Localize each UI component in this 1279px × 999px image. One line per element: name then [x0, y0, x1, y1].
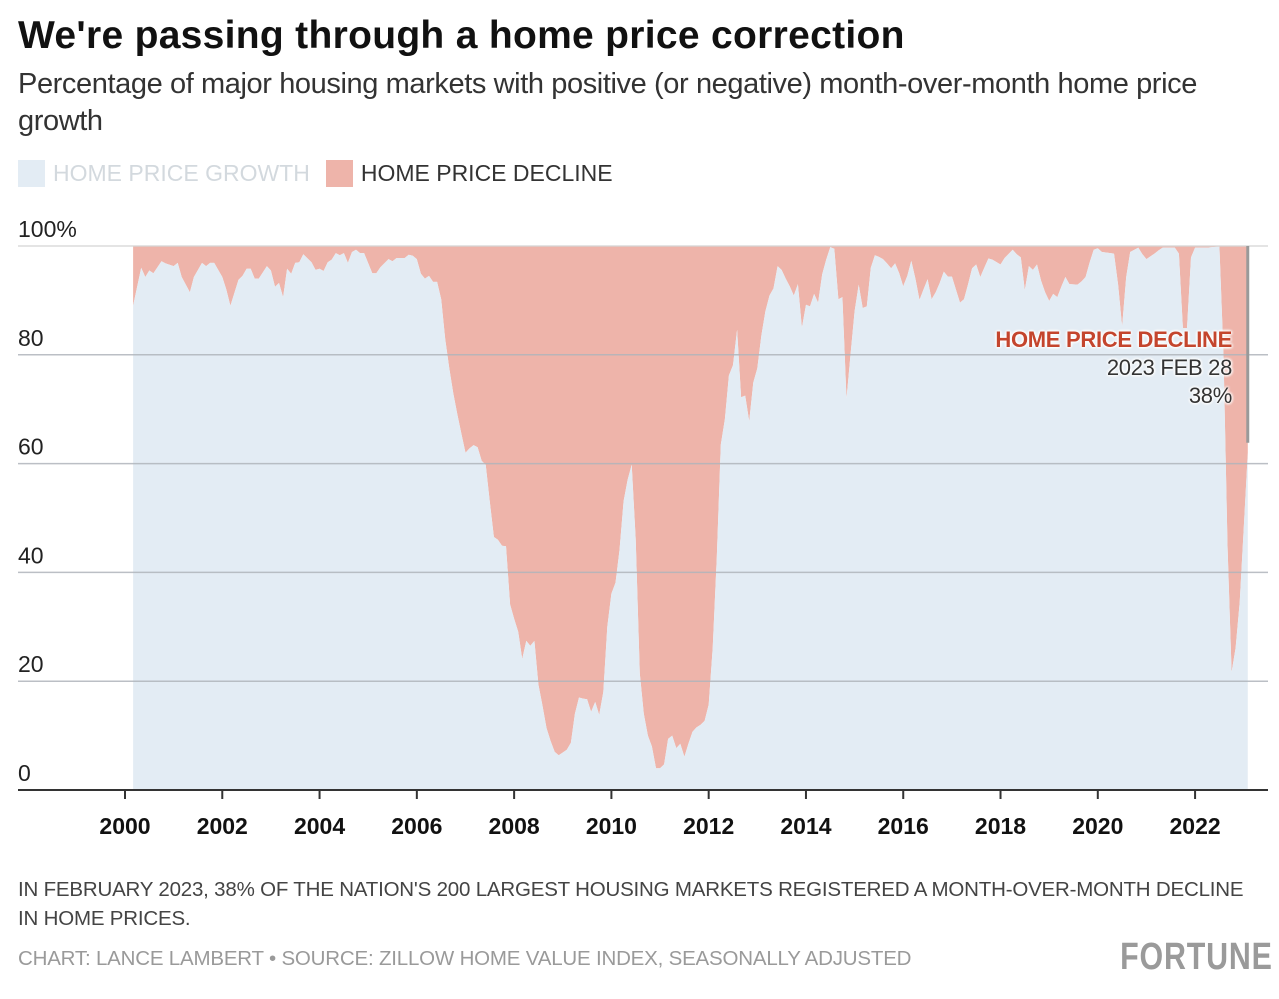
x-tick-label: 2016: [878, 813, 929, 839]
y-tick-label: 60: [18, 434, 44, 460]
x-tick-label: 2018: [975, 813, 1026, 839]
fortune-logo: FORTUNE: [1120, 936, 1273, 978]
decline-area: [133, 246, 1248, 769]
annotation-value: 38%: [1188, 383, 1232, 408]
x-tick-label: 2022: [1169, 813, 1220, 839]
chart-credit: CHART: LANCE LAMBERT • SOURCE: ZILLOW HO…: [18, 947, 912, 970]
x-tick-label: 2000: [99, 813, 150, 839]
chart-title: We're passing through a home price corre…: [18, 14, 905, 57]
chart-note: IN FEBRUARY 2023, 38% OF THE NATION'S 20…: [18, 878, 1244, 930]
x-tick-label: 2014: [780, 813, 831, 839]
x-tick-label: 2010: [586, 813, 637, 839]
x-tick-label: 2004: [294, 813, 345, 839]
annotation-date: 2023 FEB 28: [1106, 355, 1232, 380]
y-tick-label: 20: [18, 651, 44, 677]
legend-item-growth[interactable]: HOME PRICE GROWTH: [18, 160, 310, 187]
legend-item-decline[interactable]: HOME PRICE DECLINE: [325, 160, 613, 187]
x-tick-label: 2006: [391, 813, 442, 839]
legend-swatch-decline: [325, 160, 353, 187]
legend-swatch-growth: [18, 160, 45, 187]
y-tick-label: 80: [18, 325, 44, 351]
legend-label-decline: HOME PRICE DECLINE: [360, 160, 613, 186]
legend-label-growth: HOME PRICE GROWTH: [53, 160, 310, 186]
y-tick-label: 40: [18, 542, 44, 568]
x-tick-label: 2002: [197, 813, 248, 839]
tooltip-annotation: HOME PRICE DECLINE 2023 FEB 28 38%: [995, 326, 1232, 410]
y-tick-label: 100%: [18, 216, 77, 242]
x-tick-label: 2012: [683, 813, 734, 839]
x-tick-label: 2020: [1072, 813, 1123, 839]
growth-area: [133, 246, 1248, 790]
legend: HOME PRICE GROWTH HOME PRICE DECLINE: [18, 160, 629, 187]
annotation-title: HOME PRICE DECLINE: [995, 327, 1232, 352]
y-tick-label: 0: [18, 760, 31, 786]
x-tick-label: 2008: [489, 813, 540, 839]
chart-subtitle: Percentage of major housing markets with…: [18, 68, 1197, 137]
